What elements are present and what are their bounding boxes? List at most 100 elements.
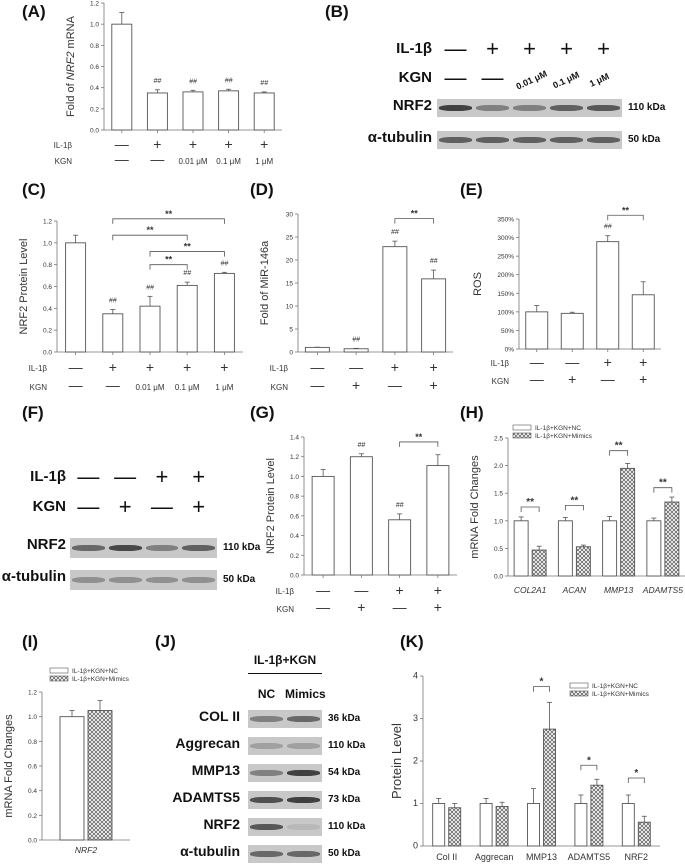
svg-text:##: ## (146, 284, 154, 291)
svg-text:+: + (220, 359, 228, 375)
svg-text:0.2: 0.2 (290, 553, 299, 560)
svg-text:—: — (354, 582, 368, 598)
panel-label-a: (A) (22, 2, 46, 21)
svg-text:IL-1β: IL-1β (270, 364, 289, 373)
svg-text:##: ## (604, 224, 612, 231)
svg-text:KGN: KGN (30, 383, 48, 392)
svg-text:0.5: 0.5 (494, 546, 503, 553)
svg-text:3: 3 (413, 713, 418, 723)
svg-text:IL-1β+KGN+Mimics: IL-1β+KGN+Mimics (592, 691, 650, 698)
svg-text:**: ** (570, 495, 578, 506)
treatment-sign: — (481, 65, 504, 90)
svg-text:0.1 μM: 0.1 μM (175, 383, 200, 392)
svg-text:**: ** (411, 209, 419, 219)
svg-text:15: 15 (286, 281, 294, 288)
svg-text:300%: 300% (497, 235, 514, 242)
svg-text:##: ## (396, 502, 404, 509)
group-label: IL-1β+KGN (253, 653, 317, 667)
svg-text:0.6: 0.6 (28, 764, 37, 771)
svg-text:Col II: Col II (436, 852, 457, 862)
svg-text:IL-1β+KGN+Mimics: IL-1β+KGN+Mimics (72, 676, 130, 683)
svg-text:NRF2 Protein Level: NRF2 Protein Level (265, 458, 277, 554)
svg-text:+: + (189, 136, 197, 152)
svg-text:0.0: 0.0 (43, 350, 52, 357)
svg-text:##: ## (225, 77, 233, 84)
svg-text:IL-1β+KGN+Mimics: IL-1β+KGN+Mimics (535, 433, 593, 440)
svg-text:KGN: KGN (55, 157, 73, 166)
svg-text:0.2: 0.2 (28, 813, 37, 820)
panel-label-c: (C) (22, 180, 46, 199)
protein-label: ADAMTS5 (172, 789, 240, 805)
svg-text:1: 1 (413, 798, 418, 808)
svg-text:0.8: 0.8 (43, 262, 52, 269)
svg-text:0.0: 0.0 (494, 574, 503, 581)
treatment-sign: — (77, 494, 100, 519)
treatment-sign: + (486, 36, 499, 61)
svg-text:2.0: 2.0 (494, 463, 503, 470)
svg-text:Protein Level: Protein Level (389, 723, 404, 799)
panel-label-b: (B) (325, 2, 349, 21)
blot-band (250, 851, 283, 857)
svg-text:IL-1β: IL-1β (54, 141, 73, 150)
svg-text:0: 0 (289, 350, 293, 357)
treatment-sign: — (150, 494, 173, 519)
blot-band (287, 851, 320, 857)
panel-label-d: (D) (250, 180, 274, 199)
svg-text:0.0: 0.0 (290, 573, 299, 580)
svg-text:+: + (146, 359, 154, 375)
panel-label-i: (I) (22, 632, 39, 651)
svg-text:1.5: 1.5 (494, 491, 503, 498)
svg-text:##: ## (352, 336, 360, 343)
svg-text:+: + (639, 371, 647, 387)
svg-text:0.2: 0.2 (90, 106, 99, 113)
kda-label: 110 kDa (328, 740, 366, 751)
svg-text:##: ## (260, 80, 268, 87)
svg-text:NRF2: NRF2 (75, 845, 97, 855)
svg-text:—: — (310, 359, 324, 375)
svg-text:**: ** (165, 255, 173, 265)
svg-text:##: ## (357, 442, 365, 449)
protein-label: α-tubulin (367, 129, 432, 146)
treatment-sign: + (523, 36, 536, 61)
svg-text:0: 0 (413, 841, 418, 851)
svg-text:IL-1β: IL-1β (491, 359, 510, 368)
treatment-label-kgn: KGN (398, 69, 432, 86)
svg-text:+: + (391, 359, 399, 375)
svg-text:—: — (106, 377, 120, 393)
svg-text:##: ## (430, 258, 438, 265)
blot-band (250, 824, 283, 830)
kda-label: 110 kDa (328, 821, 366, 832)
svg-text:—: — (601, 371, 615, 387)
svg-text:ADAMTS5: ADAMTS5 (642, 585, 683, 595)
svg-text:0.1 μM: 0.1 μM (216, 157, 241, 166)
svg-text:1.0: 1.0 (28, 714, 37, 721)
svg-text:1 μM: 1 μM (215, 383, 233, 392)
treatment-sign: + (597, 36, 610, 61)
svg-text:—: — (565, 354, 579, 370)
svg-text:5: 5 (289, 327, 293, 334)
blot-band (439, 105, 472, 111)
panel-label-f: (F) (22, 403, 44, 422)
svg-text:+: + (430, 377, 438, 393)
svg-text:—: — (69, 377, 83, 393)
svg-text:NRF2: NRF2 (625, 852, 649, 862)
treatment-sign: + (118, 494, 132, 519)
svg-text:1.0: 1.0 (290, 474, 299, 481)
svg-text:30: 30 (286, 212, 294, 219)
svg-text:Fold of MiR-146a: Fold of MiR-146a (259, 240, 271, 325)
svg-text:50%: 50% (501, 328, 514, 335)
blot-band (145, 577, 179, 583)
svg-text:350%: 350% (497, 217, 514, 224)
blot-strip (248, 764, 322, 782)
svg-text:100%: 100% (497, 309, 514, 316)
blot-band (287, 743, 320, 749)
blot-band (513, 105, 546, 111)
treatment-sign: — (77, 464, 100, 489)
protein-label: NRF2 (392, 97, 432, 114)
svg-text:—: — (393, 599, 407, 615)
protein-label: NRF2 (203, 816, 240, 832)
